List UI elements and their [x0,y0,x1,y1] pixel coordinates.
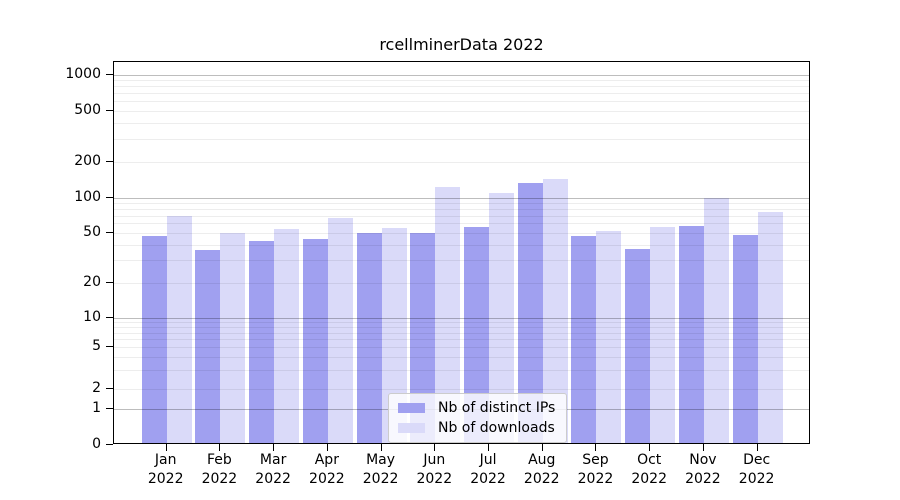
bar-downloads-feb [220,232,246,443]
x-axis-tick-mark [273,444,275,451]
gridline-minor [114,93,809,95]
x-axis-tick-mark [165,444,167,451]
y-axis-tick-label: 0 [92,435,101,452]
bar-downloads-dec [757,212,783,443]
x-axis-tick-mark [488,444,490,451]
x-axis-tick-mark [219,444,221,451]
x-axis-tick-label: Sep 2022 [577,452,614,487]
y-axis-tick-label: 2 [92,380,101,396]
legend-item-downloads: Nb of downloads [398,421,555,435]
plot-area: Nb of distinct IPs Nb of downloads [113,61,810,444]
bar-distinct-ips-feb [195,250,221,443]
y-axis-tick-label: 20 [83,273,101,290]
gridline-minor [114,111,809,112]
bar-downloads-nov [703,197,729,443]
x-axis-tick-label: Nov 2022 [685,452,721,487]
y-axis-tick-mark [106,196,113,198]
legend-label-downloads: Nb of downloads [438,420,555,436]
legend-swatch-downloads [398,423,425,433]
x-axis-tick-label: Dec 2022 [738,452,775,487]
y-axis-tick-mark [106,160,113,162]
y-axis-tick-mark [106,388,113,389]
gridline-minor [114,123,809,125]
x-axis-tick-mark [380,444,382,451]
y-axis-tick-label: 100 [74,188,101,205]
x-axis-tick-mark [434,444,436,451]
x-axis-tick-label: Jan 2022 [147,452,184,487]
y-axis-tick-mark [106,73,113,75]
gridline-minor [114,80,809,82]
x-axis-tick-mark [649,444,651,451]
y-axis-tick-label: 10 [83,309,101,325]
y-axis-tick-mark [106,443,113,445]
bar-downloads-jan [166,216,192,443]
y-axis-tick-label: 5 [92,338,101,354]
legend-swatch-distinct-ips [398,403,425,413]
bar-distinct-ips-may [356,232,382,443]
bar-distinct-ips-jan [141,235,167,443]
x-axis-tick-label: Oct 2022 [631,452,667,487]
legend-label-distinct-ips: Nb of distinct IPs [438,400,556,416]
x-axis-tick-label: Jun 2022 [416,452,453,487]
bar-downloads-sep [596,230,622,443]
x-axis-tick-mark [326,444,328,451]
x-axis-tick-mark [702,444,704,451]
y-axis-tick-label: 1000 [65,65,101,82]
bar-distinct-ips-dec [732,234,758,443]
gridline-minor [114,86,809,88]
gridline-minor [114,161,809,163]
y-axis-tick-mark [106,317,113,318]
gridline-major [114,74,809,76]
legend: Nb of distinct IPs Nb of downloads [388,393,568,443]
y-axis-tick-mark [106,281,113,283]
y-axis-tick-label: 1 [92,400,101,416]
y-axis-tick-label: 200 [74,152,101,169]
gridline-minor [114,139,809,141]
chart-title: rcellminerData 2022 [379,35,544,54]
bar-distinct-ips-nov [678,225,704,443]
bar-distinct-ips-oct [625,248,651,443]
x-axis-tick-label: May 2022 [362,452,399,487]
y-axis-tick-mark [106,408,113,409]
bar-distinct-ips-mar [249,240,275,443]
gridline-minor [114,101,809,103]
bar-downloads-oct [650,226,676,443]
bar-distinct-ips-sep [571,235,597,443]
x-axis-tick-label: Jul 2022 [470,452,506,487]
bar-downloads-mar [274,228,300,443]
y-axis-tick-mark [106,110,113,111]
x-axis-tick-mark [756,444,758,451]
x-axis-tick-label: Aug 2022 [523,452,560,487]
y-axis-tick-label: 500 [74,102,101,118]
bar-downloads-apr [327,218,353,443]
legend-item-distinct-ips: Nb of distinct IPs [398,401,555,415]
x-axis-tick-label: Apr 2022 [309,452,345,487]
x-axis-tick-mark [595,444,597,451]
y-axis-tick-mark [106,231,113,233]
y-axis-tick-label: 50 [83,223,101,240]
x-axis-tick-mark [541,444,543,451]
x-axis-tick-label: Mar 2022 [255,452,291,487]
bar-distinct-ips-apr [302,239,328,443]
y-axis-tick-mark [106,346,113,347]
x-axis-tick-label: Feb 2022 [201,452,238,487]
